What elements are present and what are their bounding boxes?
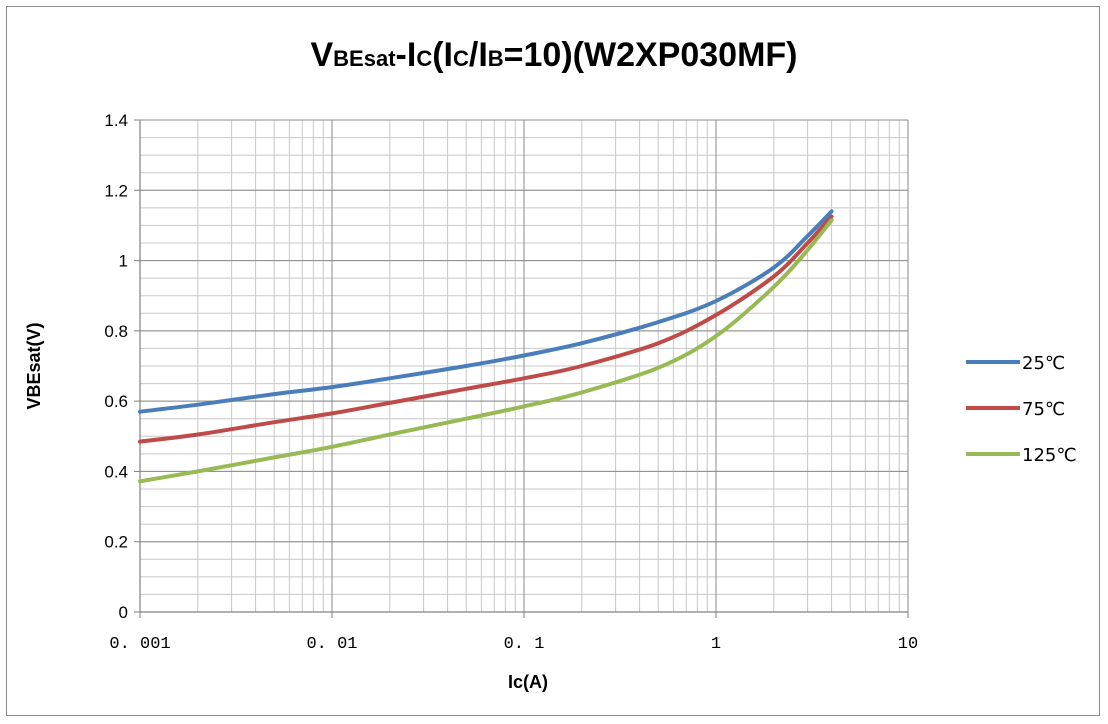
x-tick-label: 0. 01 xyxy=(306,635,357,654)
legend-label: 75℃ xyxy=(1022,399,1065,420)
title-part: -I xyxy=(395,36,417,74)
y-tick-label: 1.2 xyxy=(104,181,128,200)
title-part: V xyxy=(310,36,334,74)
series-line xyxy=(138,218,834,484)
chart-frame xyxy=(6,6,1100,716)
x-tick-label: 0. 1 xyxy=(504,635,545,654)
series-lines xyxy=(138,209,834,484)
title-part: B xyxy=(487,46,504,71)
title-part: (I xyxy=(432,36,453,74)
y-tick-label: 0 xyxy=(119,603,128,622)
grid xyxy=(139,119,909,613)
y-tick-label: 0.4 xyxy=(104,462,128,481)
x-tick-label: 1 xyxy=(711,635,721,654)
title-part: C xyxy=(452,46,469,71)
series-line xyxy=(138,209,834,414)
y-tick-label: 1 xyxy=(119,252,128,271)
x-tick-label: 0. 001 xyxy=(109,635,170,654)
title-part: =10)(W2XP030MF) xyxy=(503,36,798,74)
legend: 25℃ 75℃ 125℃ xyxy=(966,353,1077,466)
chart-title: VBEsat-IC(IC/IB=10)(W2XP030MF) xyxy=(0,36,1108,75)
legend-label: 25℃ xyxy=(1022,353,1065,374)
axes xyxy=(134,119,909,618)
title-part: /I xyxy=(468,36,488,74)
legend-label: 125℃ xyxy=(1022,445,1077,466)
y-axis-label: VBEsat(V) xyxy=(24,322,44,409)
title-part: C xyxy=(416,46,433,71)
y-tick-label: 0.6 xyxy=(104,392,128,411)
x-axis-label: Ic(A) xyxy=(508,672,548,692)
title-part: BEsat xyxy=(333,46,396,71)
y-tick-label: 0.2 xyxy=(104,533,128,552)
y-tick-label: 1.4 xyxy=(104,111,128,130)
y-tick-label: 0.8 xyxy=(104,322,128,341)
tick-labels: 0 0.2 0.4 0.6 0.8 1 1.2 1.4 0. 001 0. 01 0. 1 1 10 xyxy=(104,111,918,654)
x-tick-label: 10 xyxy=(898,635,918,654)
series-line xyxy=(138,214,834,444)
